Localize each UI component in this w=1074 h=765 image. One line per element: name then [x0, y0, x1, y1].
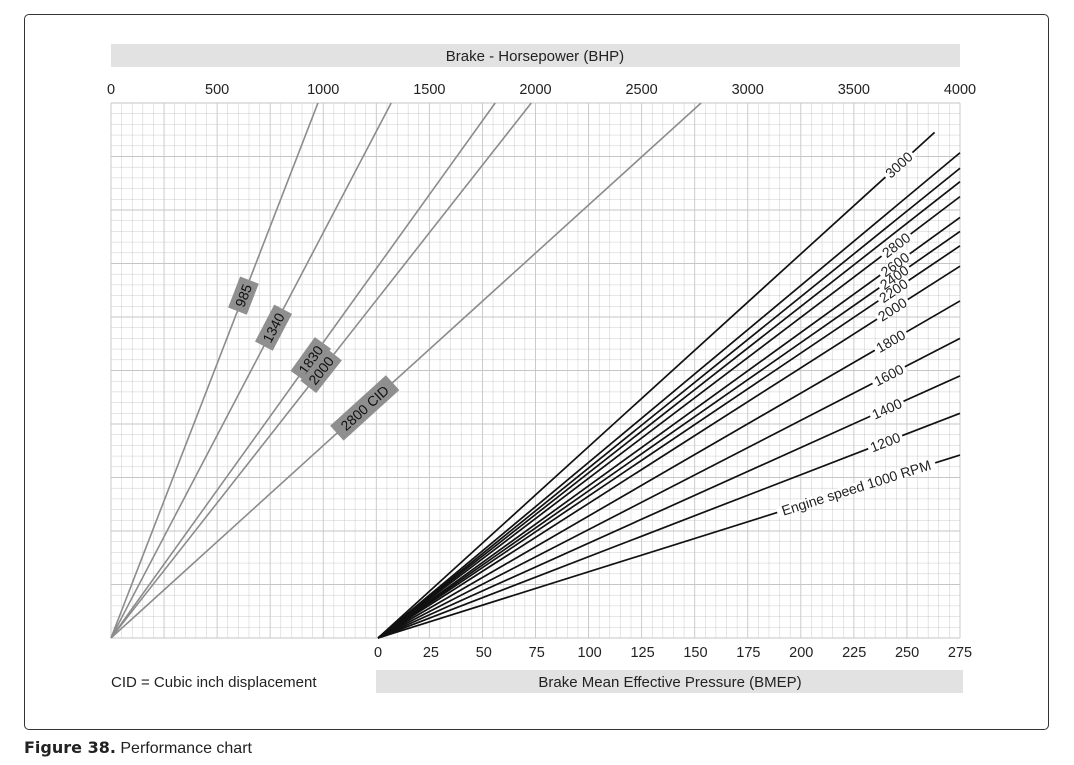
cid-line	[110, 102, 702, 639]
rpm-label-gap	[876, 262, 913, 292]
cid-label-box	[330, 375, 400, 441]
rpm-label: Engine speed 1000 RPM	[775, 457, 937, 519]
cid-label: 2800 CID	[330, 375, 400, 441]
bottom-axis-tick-label: 175	[736, 645, 760, 661]
rpm-line	[377, 412, 961, 639]
top-axis-tick-label: 3000	[732, 82, 764, 98]
cid-note: CID = Cubic inch displacement	[111, 674, 317, 691]
top-axis-tick-label: 1000	[307, 82, 339, 98]
bottom-axis-tick-label: 50	[476, 645, 492, 661]
cid-label-box	[228, 276, 259, 315]
figure-caption: Figure 38. Performance chart	[24, 738, 252, 758]
cid-line	[110, 102, 319, 639]
top-axis-tick-label: 500	[205, 82, 229, 98]
rpm-label: 1600	[870, 361, 908, 389]
rpm-label-gap	[877, 249, 913, 280]
rpm-line	[377, 245, 961, 639]
top-axis-band	[111, 44, 960, 67]
rpm-label-gap	[870, 362, 908, 388]
rpm-label-gap	[872, 327, 909, 355]
cid-label-box	[300, 347, 342, 394]
bottom-axis-tick-label: 275	[948, 645, 972, 661]
cid-label: 985	[228, 276, 259, 315]
bottom-axis-tick-label: 100	[578, 645, 602, 661]
rpm-label: 1400	[868, 395, 906, 422]
top-axis-tick-label: 1500	[413, 82, 445, 98]
rpm-label: 1800	[872, 326, 909, 356]
rpm-label-gap	[866, 430, 904, 454]
rpm-label-gap	[775, 458, 937, 518]
bottom-axis-tick-label: 125	[630, 645, 654, 661]
rpm-label-gap	[868, 396, 906, 421]
figure-frame	[24, 14, 1049, 730]
bottom-axis-title: Brake Mean Effective Pressure (BMEP)	[538, 674, 801, 691]
rpm-line	[377, 230, 961, 639]
top-axis-tick-label: 0	[107, 82, 115, 98]
rpm-line	[377, 195, 961, 639]
top-axis-title: Brake - Horsepower (BHP)	[446, 48, 624, 65]
rpm-line	[377, 300, 961, 639]
rpm-line	[377, 167, 961, 639]
rpm-line	[377, 131, 936, 639]
figure-label: Figure 38.	[24, 738, 116, 757]
figure-caption-text: Performance chart	[115, 740, 252, 757]
rpm-label-text: Engine speed 1000 RPM	[780, 457, 933, 519]
top-axis-tick-label: 4000	[944, 82, 976, 98]
bottom-axis-tick-label: 0	[374, 645, 382, 661]
bottom-axis-tick-label: 250	[895, 645, 919, 661]
rpm-line	[377, 265, 961, 639]
bottom-axis-band	[376, 670, 963, 693]
rpm-line	[377, 216, 961, 639]
bottom-axis-tick-label: 200	[789, 645, 813, 661]
rpm-label-gap	[875, 276, 912, 305]
rpm-label-text: 1400	[869, 395, 904, 422]
rpm-line	[377, 337, 961, 639]
rpm-label-text: 1200	[868, 429, 903, 455]
cid-label-text: 2800 CID	[337, 382, 392, 434]
rpm-line	[377, 375, 961, 639]
top-axis-tick-label: 3500	[838, 82, 870, 98]
cid-line	[110, 102, 392, 639]
cid-label-box	[254, 304, 293, 351]
rpm-label-gap	[878, 230, 914, 261]
rpm-label-gap	[874, 295, 911, 324]
rpm-line	[377, 180, 961, 639]
top-axis-tick-label: 2500	[625, 82, 657, 98]
bottom-axis-tick-label: 150	[683, 645, 707, 661]
top-axis-tick-label: 2000	[519, 82, 551, 98]
cid-label-box	[290, 337, 332, 383]
rpm-label-gap	[882, 148, 916, 181]
bottom-axis-tick-label: 225	[842, 645, 866, 661]
rpm-label: 1200	[866, 429, 904, 455]
cid-label-text: 985	[232, 282, 255, 310]
bottom-axis-tick-label: 75	[529, 645, 545, 661]
rpm-line	[377, 152, 961, 639]
bottom-axis-tick-label: 25	[423, 645, 439, 661]
